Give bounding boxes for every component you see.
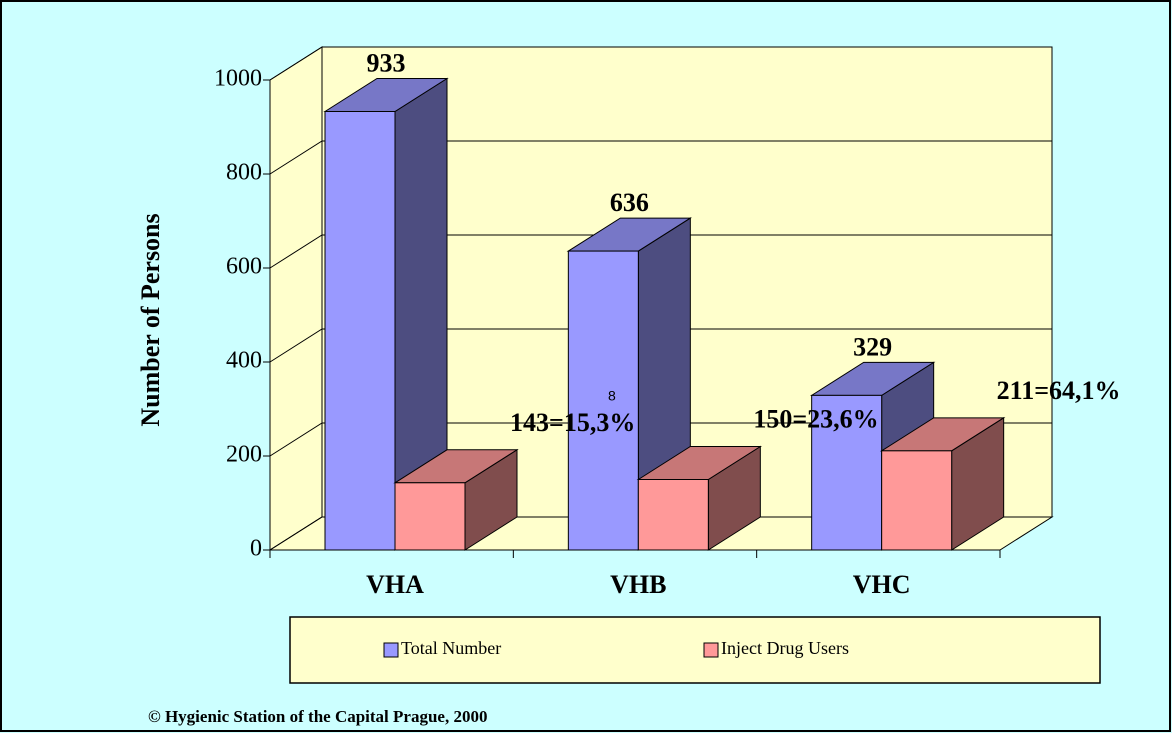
y-axis-title: Number of Persons: [136, 213, 165, 426]
y-tick-label: 1000: [214, 66, 262, 92]
bar: [393, 448, 519, 551]
grid-line: [269, 422, 1052, 457]
bar-front: [637, 479, 709, 551]
x-tick-label: VHC: [853, 570, 911, 599]
data-label: 150=23,6%: [753, 404, 878, 433]
grid-line: [269, 46, 1052, 81]
grid-line: [269, 234, 1052, 269]
bar-front: [324, 110, 396, 551]
data-label: 143=15,3%: [510, 408, 635, 437]
legend-swatch: [703, 642, 719, 658]
data-label: 636: [610, 188, 649, 217]
data-label: 329: [853, 332, 892, 361]
y-tick-label: 200: [226, 442, 262, 468]
y-tick-label: 800: [226, 160, 262, 186]
bar: [879, 416, 1006, 551]
bar: [636, 445, 763, 551]
legend-swatch: [383, 642, 399, 658]
bar-front: [811, 394, 883, 551]
legend: [289, 616, 1101, 684]
data-label: 933: [367, 48, 406, 77]
bar-front: [881, 450, 953, 551]
y-tick-label: 600: [226, 254, 262, 280]
source: © Hygienic Station of the Capital Prague…: [148, 707, 487, 726]
data-label: 211=64,1%: [997, 376, 1121, 405]
y-tick-label: 0: [250, 536, 262, 562]
plot-area: [263, 46, 1054, 558]
grid-line: [269, 140, 1052, 175]
legend-label: Total Number: [401, 638, 501, 658]
grid-line: [269, 328, 1052, 363]
bar-front: [394, 482, 466, 551]
grid-line: [269, 516, 1052, 551]
legend-label: Inject Drug Users: [721, 638, 849, 658]
x-tick-label: VHB: [610, 570, 666, 599]
side-wall: [269, 46, 323, 551]
y-tick-label: 400: [226, 348, 262, 374]
bar-front: [567, 250, 639, 551]
x-tick-label: VHA: [366, 570, 424, 599]
bar: [323, 77, 449, 551]
annotation: 8: [608, 388, 616, 404]
